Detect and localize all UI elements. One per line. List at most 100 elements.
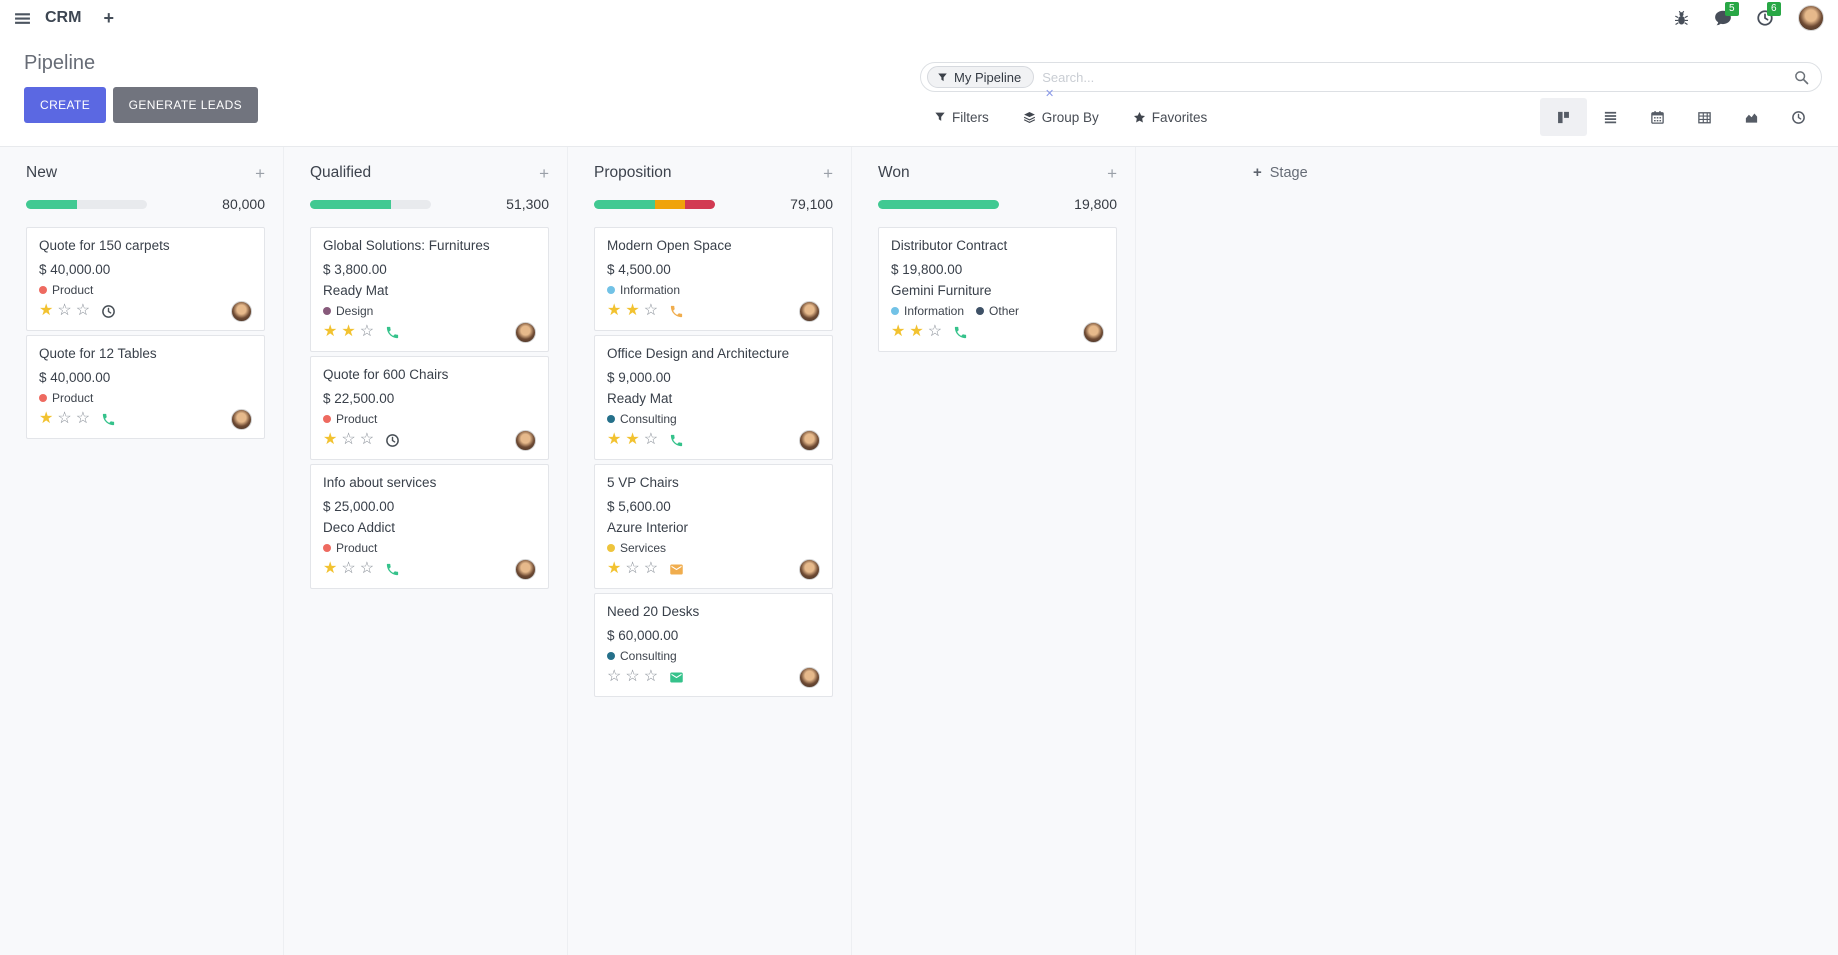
phone-activity-icon[interactable] <box>385 325 400 340</box>
avatar[interactable] <box>1083 321 1104 343</box>
envelope-activity-icon[interactable] <box>669 562 684 577</box>
view-pivot-button[interactable] <box>1681 98 1728 136</box>
clock-activity-icon[interactable] <box>101 304 116 319</box>
priority-stars[interactable]: ★ ★ ☆ <box>323 324 378 340</box>
phone-activity-icon[interactable] <box>101 412 116 427</box>
star-icon[interactable]: ☆ <box>359 323 375 341</box>
star-icon[interactable]: ☆ <box>643 302 659 320</box>
messages-icon[interactable]: 5 <box>1714 2 1739 27</box>
kanban-card[interactable]: Need 20 Desks $ 60,000.00 Consulting ☆ ☆ ☆ <box>594 592 833 697</box>
star-icon[interactable]: ★ <box>39 410 54 428</box>
create-button[interactable]: CREATE <box>24 87 107 123</box>
avatar[interactable] <box>799 558 820 580</box>
kanban-card[interactable]: Quote for 600 Chairs $ 22,500.00 Product ★ ☆… <box>310 355 549 460</box>
star-icon[interactable]: ☆ <box>57 302 72 320</box>
star-icon[interactable]: ☆ <box>927 323 943 341</box>
phone-activity-icon[interactable] <box>385 562 400 577</box>
priority-stars[interactable]: ★ ☆ ☆ <box>39 411 94 427</box>
priority-stars[interactable]: ★ ★ ☆ <box>607 303 662 319</box>
priority-stars[interactable]: ★ ★ ☆ <box>891 324 946 340</box>
star-icon[interactable]: ☆ <box>359 560 375 578</box>
priority-stars[interactable]: ☆ ☆ ☆ <box>607 669 662 685</box>
envelope-activity-icon[interactable] <box>669 670 684 685</box>
column-progressbar[interactable] <box>594 199 715 209</box>
star-icon[interactable]: ★ <box>323 431 338 449</box>
star-icon[interactable]: ☆ <box>625 668 640 685</box>
avatar[interactable] <box>515 558 536 580</box>
search-bar[interactable]: My Pipeline ✕ <box>920 62 1822 100</box>
column-add-icon[interactable]: + <box>1107 163 1117 183</box>
priority-stars[interactable]: ★ ☆ ☆ <box>607 561 662 577</box>
kanban-card[interactable]: Office Design and Architecture $ 9,000.00… <box>594 334 833 460</box>
column-progressbar[interactable] <box>26 199 147 209</box>
view-activity-button[interactable] <box>1775 98 1822 136</box>
column-progressbar[interactable] <box>310 199 431 209</box>
view-graph-button[interactable] <box>1728 98 1775 136</box>
search-icon[interactable] <box>1794 70 1809 85</box>
star-icon[interactable]: ☆ <box>643 560 659 578</box>
column-add-icon[interactable]: + <box>539 163 549 183</box>
search-facet-my-pipeline[interactable]: My Pipeline <box>927 66 1035 88</box>
star-icon[interactable]: ☆ <box>75 410 91 428</box>
star-icon[interactable]: ★ <box>625 431 640 449</box>
kanban-card[interactable]: Distributor Contract $ 19,800.00 Gemini Fu… <box>878 227 1117 352</box>
apps-menu-icon[interactable] <box>14 10 31 27</box>
column-title[interactable]: Won <box>878 164 910 181</box>
phone-activity-icon[interactable] <box>669 304 684 319</box>
kanban-card[interactable]: Global Solutions: Furnitures $ 3,800.00 Re… <box>310 227 549 352</box>
facet-remove-icon[interactable]: ✕ <box>1045 88 1055 100</box>
kanban-card[interactable]: Quote for 150 carpets $ 40,000.00 Product ★… <box>26 227 265 331</box>
star-icon[interactable]: ★ <box>607 560 622 578</box>
star-icon[interactable]: ★ <box>323 560 338 578</box>
search-input[interactable] <box>1042 69 1794 85</box>
star-icon[interactable]: ☆ <box>643 668 659 685</box>
avatar[interactable] <box>515 321 536 343</box>
star-icon[interactable]: ★ <box>625 302 640 320</box>
star-icon[interactable]: ☆ <box>341 431 356 449</box>
star-icon[interactable]: ☆ <box>625 560 640 578</box>
view-calendar-button[interactable] <box>1634 98 1681 136</box>
clock-activity-icon[interactable] <box>385 433 400 448</box>
column-add-icon[interactable]: + <box>255 163 265 183</box>
priority-stars[interactable]: ★ ☆ ☆ <box>39 303 94 319</box>
column-progressbar[interactable] <box>878 199 999 209</box>
star-icon[interactable]: ★ <box>341 323 356 341</box>
avatar[interactable] <box>799 666 820 688</box>
activities-clock-icon[interactable]: 6 <box>1756 2 1781 27</box>
star-icon[interactable]: ★ <box>909 323 924 341</box>
stage-add-column[interactable]: + Stage <box>1136 147 1838 955</box>
priority-stars[interactable]: ★ ☆ ☆ <box>323 561 378 577</box>
avatar[interactable] <box>231 408 252 430</box>
avatar[interactable] <box>799 429 820 451</box>
avatar[interactable] <box>515 429 536 451</box>
star-icon[interactable]: ★ <box>323 323 338 341</box>
column-title[interactable]: Proposition <box>594 164 672 181</box>
group-by-button[interactable]: Group By <box>1023 110 1099 125</box>
column-title[interactable]: New <box>26 164 58 181</box>
app-name[interactable]: CRM <box>45 9 82 26</box>
star-icon[interactable]: ☆ <box>341 560 356 578</box>
star-icon[interactable]: ☆ <box>607 668 622 685</box>
kanban-card[interactable]: Quote for 12 Tables $ 40,000.00 Product ★ ☆ ☆ <box>26 334 265 439</box>
star-icon[interactable]: ★ <box>607 302 622 320</box>
kanban-card[interactable]: Modern Open Space $ 4,500.00 Information ★ ★… <box>594 227 833 331</box>
star-icon[interactable]: ★ <box>39 302 54 320</box>
generate-leads-button[interactable]: GENERATE LEADS <box>112 87 259 123</box>
kanban-card[interactable]: 5 VP Chairs $ 5,600.00 Azure Interior Servi… <box>594 463 833 589</box>
star-icon[interactable]: ☆ <box>359 431 375 449</box>
phone-activity-icon[interactable] <box>953 325 968 340</box>
star-icon[interactable]: ★ <box>891 323 906 341</box>
filters-button[interactable]: Filters <box>934 110 989 125</box>
phone-activity-icon[interactable] <box>669 433 684 448</box>
avatar[interactable] <box>799 300 820 322</box>
avatar[interactable] <box>231 300 252 322</box>
column-title[interactable]: Qualified <box>310 164 372 181</box>
debug-bug-icon[interactable] <box>1673 10 1690 27</box>
favorites-button[interactable]: Favorites <box>1133 110 1207 125</box>
new-tab-icon[interactable]: + <box>103 7 114 28</box>
star-icon[interactable]: ☆ <box>75 302 91 320</box>
priority-stars[interactable]: ★ ★ ☆ <box>607 432 662 448</box>
view-kanban-button[interactable] <box>1540 98 1587 136</box>
star-icon[interactable]: ☆ <box>57 410 72 428</box>
user-avatar[interactable] <box>1798 5 1824 31</box>
